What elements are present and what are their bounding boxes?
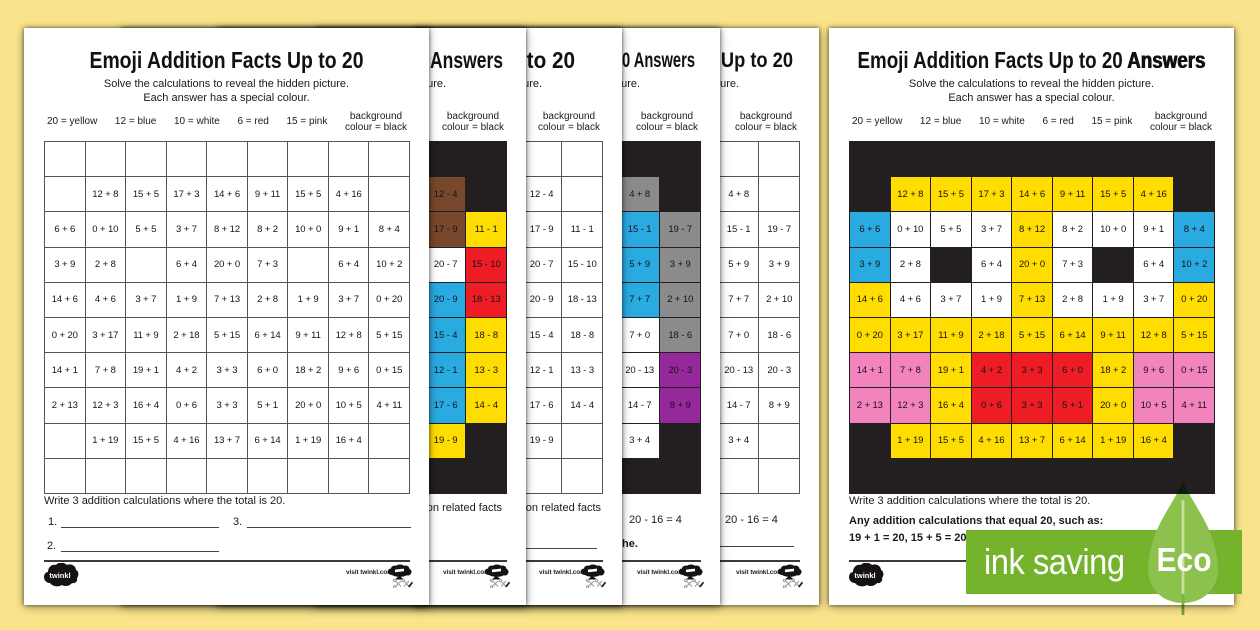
svg-text:twinkl: twinkl xyxy=(854,571,875,580)
svg-text:twinkl: twinkl xyxy=(49,571,70,580)
